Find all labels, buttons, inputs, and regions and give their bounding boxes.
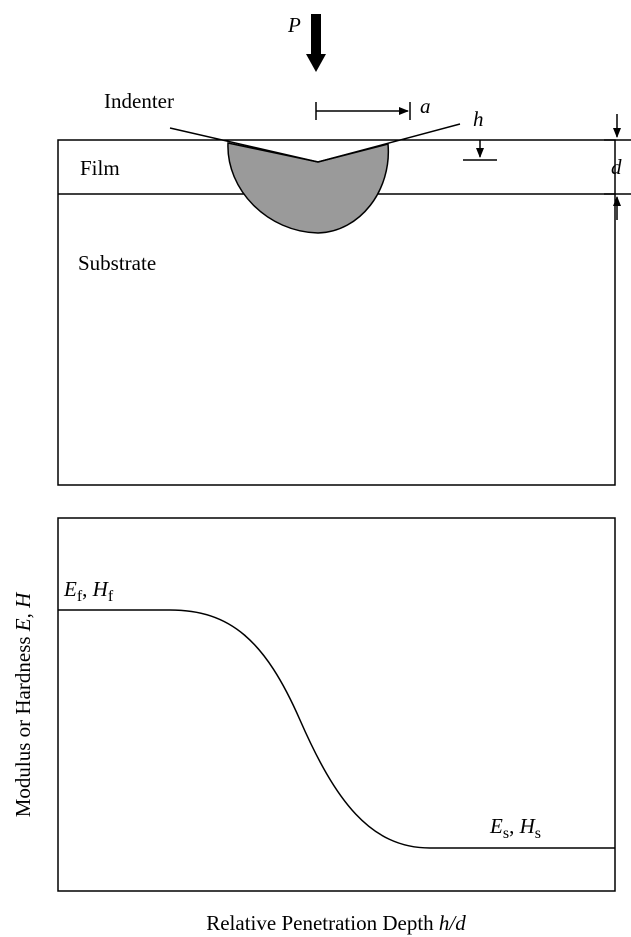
film-label: Film [80, 156, 120, 180]
substrate-property-label: Es, Hs [489, 814, 541, 842]
x-axis-label: Relative Penetration Depth h/d [206, 911, 466, 935]
profile-curve [58, 610, 615, 848]
radius-label: a [420, 94, 431, 118]
plastic-zone [228, 143, 388, 233]
film-property-label: Ef, Hf [63, 577, 114, 605]
load-label: P [287, 13, 301, 37]
diagram: P Indenter a h Film Substrate d Ef, Hf E… [0, 0, 631, 937]
load-arrow-head [306, 54, 326, 72]
thickness-label: d [611, 155, 622, 179]
y-axis-label: Modulus or Hardness E, H [11, 591, 35, 817]
load-arrow-shaft [311, 14, 321, 56]
substrate-label: Substrate [78, 251, 156, 275]
indenter [170, 124, 460, 162]
indenter-label: Indenter [104, 89, 174, 113]
depth-label: h [473, 107, 484, 131]
